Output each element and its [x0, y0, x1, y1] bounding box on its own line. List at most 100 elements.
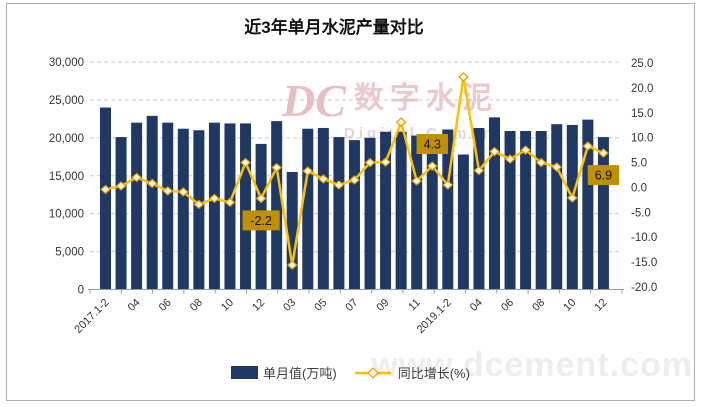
legend-line-label: 同比增长(%) [397, 366, 470, 381]
bar-03 [115, 137, 127, 290]
line-marker-03 [115, 181, 127, 191]
line-marker-04 [302, 166, 314, 176]
point-label-text: 6.9 [595, 169, 612, 183]
legend-bar-label: 单月值(万吨) [263, 366, 337, 381]
point-label-text: 4.3 [424, 138, 441, 152]
bar-04 [131, 122, 143, 290]
x-tick-label: 03 [281, 297, 298, 314]
bar-09 [551, 124, 563, 290]
line-marker-08 [535, 157, 547, 168]
bar-07 [520, 131, 532, 290]
bar-03 [457, 154, 469, 290]
bar-06 [333, 137, 345, 290]
line-marker-05 [317, 174, 329, 184]
bar-08 [193, 130, 205, 290]
point-label-box [587, 165, 620, 186]
x-tick-label: 04 [126, 297, 143, 314]
line-marker-11 [240, 157, 251, 168]
line-marker-12 [426, 161, 438, 171]
bar-11 [411, 135, 423, 290]
point-label-text: -2.2 [250, 214, 272, 228]
line-marker-12 [255, 193, 267, 204]
chart-title: 近3年单月水泥产量对比 [244, 18, 424, 37]
bar-06 [162, 122, 174, 290]
combo-chart-plot: 0 5,000 10,000 15,000 20,000 25,000 30,000 -20.… [49, 57, 657, 336]
bar-08 [535, 131, 547, 290]
bar-11 [240, 123, 252, 290]
line-marker-2019.1-2 [442, 180, 454, 190]
line-marker-05 [146, 178, 158, 189]
line-marker-11 [582, 141, 594, 151]
bar-07 [177, 128, 189, 290]
y-left-tick-label: 20,000 [49, 133, 84, 145]
x-tick-label: 07 [343, 297, 360, 314]
y-left-tick-label: 30,000 [49, 57, 84, 69]
x-tick-label: 04 [468, 297, 485, 314]
bar-2019.1-2 [442, 129, 454, 290]
line-marker-11 [411, 176, 423, 186]
y-left-tick-label: 15,000 [49, 171, 84, 183]
bar-07 [348, 140, 360, 290]
bar-12 [597, 137, 609, 290]
line-marker-12 [598, 148, 609, 158]
line-marker-08 [193, 199, 205, 210]
x-tick-label: 10 [561, 297, 578, 314]
y-left-tick-label: 5,000 [55, 247, 84, 259]
line-marker-2017.1-2 [100, 184, 111, 195]
line-marker-10 [566, 193, 578, 203]
x-tick-label: 11 [406, 297, 423, 314]
chart-legend: 单月值(万吨) 同比增长(%) [0, 363, 701, 382]
x-tick-label: 06 [499, 297, 516, 314]
line-marker-09 [209, 193, 220, 204]
y-left-tick-label: 10,000 [49, 209, 84, 221]
x-tick-label: 10 [219, 297, 236, 314]
bar-08 [364, 137, 376, 290]
line-marker-07 [349, 175, 360, 185]
line-marker-08 [364, 157, 376, 168]
line-marker-09 [380, 157, 391, 167]
bar-2017.1-2 [100, 107, 111, 290]
bar-03 [286, 171, 298, 290]
line-marker-06 [162, 186, 174, 196]
x-tick-label: 08 [188, 297, 205, 314]
line-marker-05 [489, 146, 500, 157]
bar-05 [317, 127, 329, 290]
y-right-tick-label: 15.0 [631, 108, 653, 120]
point-label-box [416, 134, 448, 155]
y-right-tick-label: -10.0 [631, 232, 657, 244]
line-marker-2018.1-2 [271, 162, 283, 173]
x-tick-label: 09 [375, 297, 392, 314]
line-marker-03 [457, 72, 469, 82]
y-right-tick-label: -20.0 [631, 282, 657, 294]
line-marker-06 [333, 180, 345, 190]
line-marker-09 [551, 162, 563, 172]
line-marker-07 [520, 145, 532, 155]
watermark-site-text: www.dcement.com [371, 346, 693, 384]
legend-item-bar: 单月值(万吨) [231, 363, 337, 382]
bar-12 [426, 139, 438, 290]
y-right-tick-label: 0.0 [631, 182, 647, 194]
x-tick-label: 2017.1-2 [72, 297, 111, 336]
y-right-tick-label: 10.0 [631, 133, 653, 145]
y-right-tick-label: 20.0 [631, 83, 653, 95]
y-right-tick-label: 25.0 [631, 58, 653, 70]
bar-09 [208, 122, 220, 290]
bar-04 [302, 128, 314, 290]
line-marker-07 [177, 187, 189, 197]
line-marker-04 [131, 172, 143, 183]
point-label-box [242, 210, 280, 231]
y-right-tick-label: -15.0 [631, 257, 657, 269]
x-tick-label: 05 [312, 297, 329, 314]
x-tick-label: 08 [530, 297, 547, 314]
y-left-tick-label: 25,000 [49, 95, 84, 107]
legend-item-line: 同比增长(%) [353, 363, 470, 382]
bar-05 [146, 115, 158, 290]
bar-04 [473, 127, 485, 290]
y-right-tick-label: -5.0 [631, 207, 651, 219]
bar-11 [582, 119, 594, 290]
bar-05 [489, 117, 500, 290]
y-left-tick-label: 0 [78, 285, 84, 297]
line-marker-03 [286, 260, 298, 270]
x-tick-label: 06 [157, 297, 174, 314]
bar-10 [395, 131, 407, 290]
